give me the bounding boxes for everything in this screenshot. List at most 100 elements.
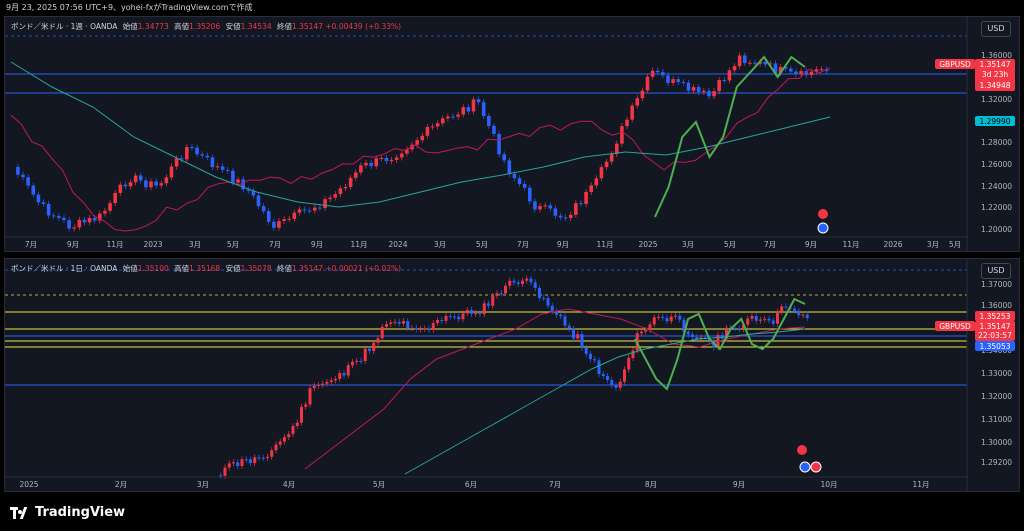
time-tick-label: 7月 <box>25 240 37 249</box>
time-tick-label: 2024 <box>388 240 407 249</box>
time-tick-label: 11月 <box>842 240 859 249</box>
weekly-level-tag: 1.34948 <box>979 81 1010 90</box>
daily-change: +0.00021 (+0.02%) <box>325 264 402 273</box>
weekly-ma-tag-text: 1.29990 <box>979 117 1010 126</box>
price-tick-label: 1.36000 <box>981 301 1012 310</box>
price-tick-label: 1.37000 <box>981 280 1012 289</box>
price-tick-label: 1.32000 <box>981 392 1012 401</box>
uk-event-icon <box>797 445 807 455</box>
time-tick-label: 7月 <box>764 240 776 249</box>
daily-price-tag: 1.35147 <box>979 322 1010 331</box>
price-tick-label: 1.36000 <box>981 51 1012 60</box>
daily-symbol-tag: GBPUSD <box>939 322 971 331</box>
time-tick-label: 2025 <box>638 240 657 249</box>
daily-price-axis: 1.370001.360001.340001.330001.320001.310… <box>981 280 1012 467</box>
time-tick-label: 11月 <box>912 480 929 489</box>
footer: TradingView <box>0 495 1024 531</box>
weekly-symbol-tag <box>935 59 975 69</box>
time-tick-label: 9月 <box>805 240 817 249</box>
time-tick-label: 9月 <box>311 240 323 249</box>
weekly-price-chart[interactable]: 1.360001.340001.320001.280001.260001.240… <box>5 17 1019 251</box>
time-tick-label: 3月 <box>434 240 446 249</box>
weekly-chart-panel[interactable]: ポンド／米ドル · 1週 · OANDA 始値1.34773 高値1.35206… <box>4 16 1020 252</box>
weekly-change: +0.00439 (+0.33%) <box>325 22 402 31</box>
weekly-ma-red <box>10 67 831 232</box>
time-tick-label: 10月 <box>820 480 837 489</box>
time-tick-label: 2023 <box>143 240 162 249</box>
daily-open: 1.35100 <box>137 264 169 273</box>
price-tick-label: 1.20000 <box>981 225 1012 234</box>
weekly-price-tag-text: 1.35147 <box>979 60 1010 69</box>
daily-ma-red <box>304 308 806 470</box>
time-tick-label: 9月 <box>67 240 79 249</box>
weekly-ma-teal <box>10 61 831 208</box>
weekly-candles <box>16 52 829 232</box>
weekly-low: 1.34534 <box>240 22 272 31</box>
price-tick-label: 1.31000 <box>981 415 1012 424</box>
weekly-currency-button[interactable]: USD <box>981 21 1011 37</box>
daily-ma-tag: 1.35053 <box>979 342 1010 351</box>
weekly-price-tag <box>975 59 1015 91</box>
time-tick-label: 11月 <box>596 240 613 249</box>
time-tick-label: 3月 <box>927 240 939 249</box>
time-tick-label: 2026 <box>883 240 902 249</box>
time-tick-label: 5月 <box>373 480 385 489</box>
daily-price-chart[interactable]: 1.370001.360001.340001.330001.320001.310… <box>5 259 1019 491</box>
tradingview-logo[interactable]: TradingView <box>10 505 125 520</box>
daily-chart-panel[interactable]: ポンド／米ドル · 1日 · OANDA 始値1.35100 高値1.35168… <box>4 258 1020 492</box>
daily-level-tag: 1.35253 <box>979 312 1010 321</box>
price-tick-label: 1.28000 <box>981 138 1012 147</box>
time-tick-label: 6月 <box>465 480 477 489</box>
daily-time-axis: 2025 2月 3月 4月 5月 6月 7月 8月 9月 10月 11月 <box>19 480 929 489</box>
time-tick-label: 7月 <box>549 480 561 489</box>
weekly-green-overlay <box>654 55 806 218</box>
time-tick-label: 9月 <box>733 480 745 489</box>
daily-ma-teal <box>404 328 806 475</box>
time-tick-label: 3月 <box>197 480 209 489</box>
daily-countdown: 22:03:57 <box>978 331 1012 340</box>
time-tick-label: 3月 <box>189 240 201 249</box>
time-tick-label: 5月 <box>949 240 961 249</box>
time-tick-label: 4月 <box>283 480 295 489</box>
time-tick-label: 3月 <box>682 240 694 249</box>
price-tick-label: 1.30000 <box>981 438 1012 447</box>
weekly-close: 1.35147 <box>291 22 323 31</box>
daily-low: 1.35078 <box>240 264 272 273</box>
price-tick-label: 1.32000 <box>981 95 1012 104</box>
daily-close: 1.35147 <box>291 264 323 273</box>
daily-candles <box>219 275 809 479</box>
daily-green-overlay <box>634 297 806 391</box>
time-tick-label: 5月 <box>476 240 488 249</box>
time-tick-label: 9月 <box>557 240 569 249</box>
weekly-high: 1.35206 <box>189 22 221 31</box>
weekly-time-axis: 7月 9月 11月 2023 3月 5月 7月 9月 11月 2024 3月 5月 7月 9月 11月 202… <box>25 240 961 249</box>
weekly-symbol[interactable]: ポンド／米ドル · 1週 · OANDA <box>11 22 118 31</box>
weekly-ma-tag <box>975 116 1015 126</box>
time-tick-label: 5月 <box>724 240 736 249</box>
time-tick-label: 11月 <box>350 240 367 249</box>
daily-legend: ポンド／米ドル · 1日 · OANDA 始値1.35100 高値1.35168… <box>11 264 402 273</box>
time-tick-label: 7月 <box>269 240 281 249</box>
time-tick-label: 2月 <box>115 480 127 489</box>
daily-symbol[interactable]: ポンド／米ドル · 1日 · OANDA <box>11 264 118 273</box>
price-tick-label: 1.29200 <box>981 458 1012 467</box>
chart-snapshot-header: 9月 23, 2025 07:56 UTC+9、yohei-fxがTrading… <box>6 3 253 12</box>
weekly-symbol-tag-text: GBPUSD <box>939 60 971 69</box>
uk-event-icon <box>818 209 828 219</box>
time-tick-label: 2025 <box>19 480 38 489</box>
weekly-open: 1.34773 <box>137 22 169 31</box>
us-event-icon <box>799 461 811 473</box>
daily-high: 1.35168 <box>189 264 221 273</box>
us-event-icon <box>817 222 829 234</box>
tradingview-brand-text: TradingView <box>35 505 126 520</box>
time-tick-label: 8月 <box>645 480 657 489</box>
weekly-legend: ポンド／米ドル · 1週 · OANDA 始値1.34773 高値1.35206… <box>11 22 402 31</box>
price-tick-label: 1.24000 <box>981 182 1012 191</box>
time-tick-label: 11月 <box>106 240 123 249</box>
uk-event-icon <box>810 461 822 473</box>
time-tick-label: 5月 <box>227 240 239 249</box>
daily-currency-button[interactable]: USD <box>981 263 1011 279</box>
price-tick-label: 1.33000 <box>981 369 1012 378</box>
tradingview-logo-icon <box>10 506 30 519</box>
price-tick-label: 1.22000 <box>981 203 1012 212</box>
